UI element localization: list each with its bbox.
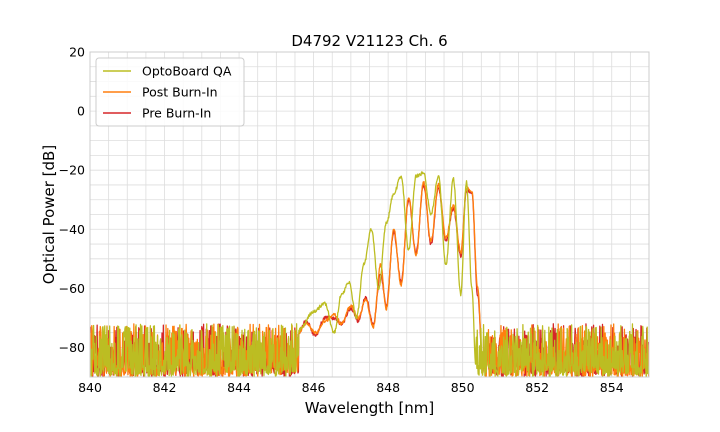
legend-box [95,57,245,127]
y-tick-label: −80 [59,340,85,355]
y-axis-label: Optical Power [dB] [40,145,58,284]
x-tick-label: 840 [78,380,102,395]
y-tick-label: −40 [59,222,85,237]
y-tick-label: 0 [77,104,85,119]
series-line-optoboard-qa [90,171,649,377]
chart-title: D4792 V21123 Ch. 6 [291,32,447,50]
x-tick-label: 844 [227,380,251,395]
x-tick-label: 848 [376,380,400,395]
plot-border [89,51,650,378]
x-tick-label: 852 [525,380,549,395]
x-tick-label: 842 [153,380,177,395]
x-tick-label: 846 [302,380,326,395]
legend-label-optoboard-qa: OptoBoard QA [142,64,232,79]
legend-label-pre-burn-in: Pre Burn-In [142,106,211,121]
y-tick-label: 20 [69,45,85,60]
x-tick-label: 854 [600,380,624,395]
legend: OptoBoard QA Post Burn-In Pre Burn-In [95,57,245,127]
x-axis-label: Wavelength [nm] [305,399,435,417]
legend-label-post-burn-in: Post Burn-In [142,85,218,100]
x-tick-label: 850 [451,380,475,395]
y-tick-label: −20 [59,163,85,178]
tick-labels: 840 842 844 846 848 850 852 854 20 0 −20 −40 −60 −80 [59,45,624,396]
y-tick-label: −60 [59,281,85,296]
series-layer [90,171,649,377]
